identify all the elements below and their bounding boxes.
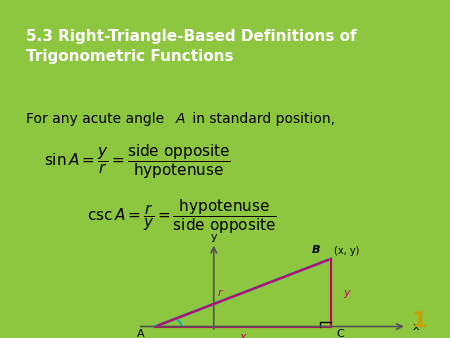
Text: For any acute angle: For any acute angle (26, 113, 169, 126)
Text: B: B (312, 245, 320, 255)
Text: A: A (176, 113, 185, 126)
Text: A: A (137, 329, 144, 338)
Text: (x, y): (x, y) (333, 246, 359, 256)
Text: $\sin A = \dfrac{y}{r} = \dfrac{\mathrm{side\ opposite}}{\mathrm{hypotenuse}}$: $\sin A = \dfrac{y}{r} = \dfrac{\mathrm{… (44, 142, 230, 181)
Text: 5.3 Right-Triangle-Based Definitions of
Trigonometric Functions: 5.3 Right-Triangle-Based Definitions of … (26, 29, 357, 64)
Text: x: x (413, 321, 419, 332)
Text: 1: 1 (412, 311, 427, 331)
Text: C: C (337, 329, 344, 338)
Text: y: y (344, 288, 350, 298)
Text: r: r (217, 288, 222, 298)
Text: $\csc A = \dfrac{r}{y} = \dfrac{\mathrm{hypotenuse}}{\mathrm{side\ opposite}}$: $\csc A = \dfrac{r}{y} = \dfrac{\mathrm{… (87, 197, 276, 236)
Text: x: x (240, 332, 246, 338)
Text: in standard position,: in standard position, (188, 113, 335, 126)
Text: y: y (211, 232, 217, 242)
